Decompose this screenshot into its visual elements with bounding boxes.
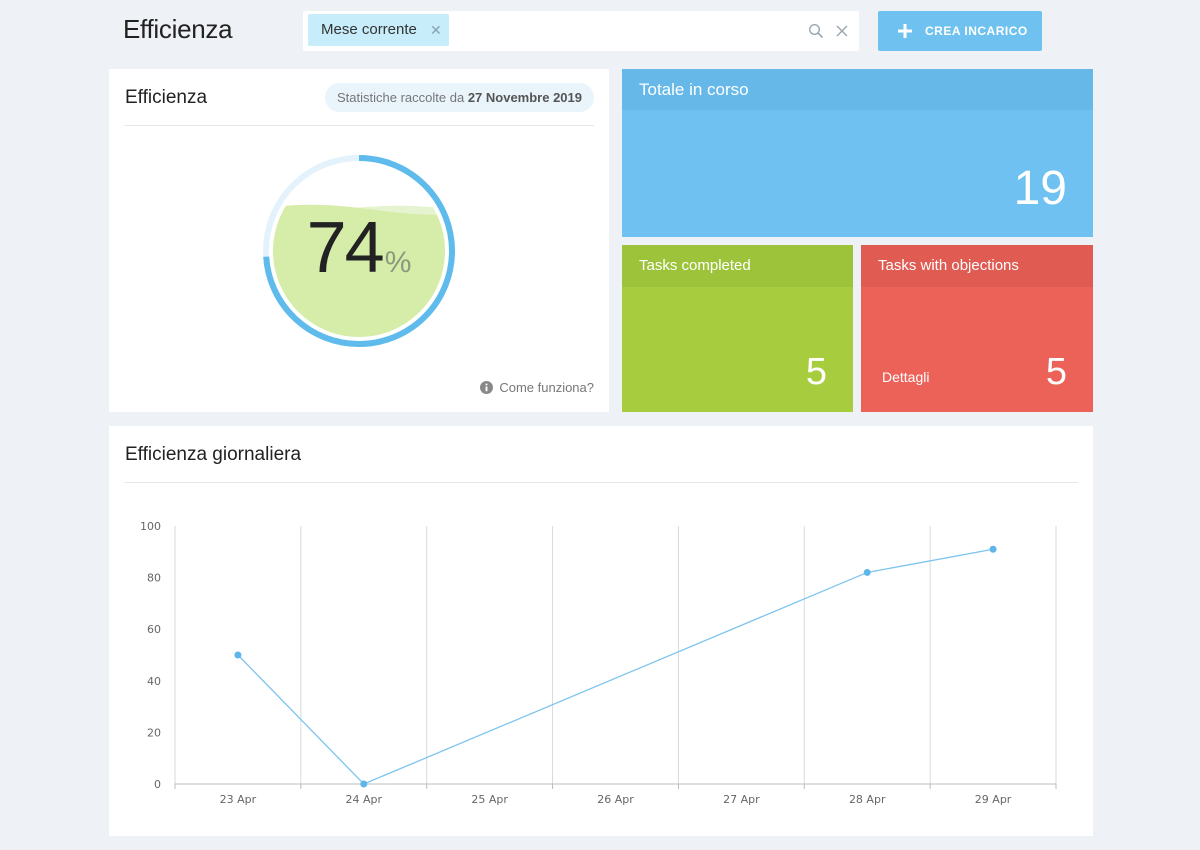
x-tick-label: 24 Apr xyxy=(346,793,383,806)
tasks-objections-tile[interactable]: Tasks with objections Dettagli 5 xyxy=(861,245,1093,412)
y-tick-label: 0 xyxy=(154,778,161,791)
data-point xyxy=(360,780,368,788)
y-tick-label: 80 xyxy=(147,572,161,585)
search-icon[interactable] xyxy=(808,23,824,39)
filter-chip[interactable]: Mese corrente ✕ xyxy=(308,14,449,46)
data-point xyxy=(234,651,242,659)
chip-remove-icon[interactable]: ✕ xyxy=(430,22,442,38)
x-tick-label: 28 Apr xyxy=(849,793,886,806)
data-point xyxy=(863,568,871,576)
x-tick-label: 29 Apr xyxy=(975,793,1012,806)
stats-date: 27 Novembre 2019 xyxy=(467,90,582,105)
plus-icon xyxy=(898,24,912,38)
how-it-works-label: Come funziona? xyxy=(499,380,594,395)
series-line xyxy=(237,548,994,785)
y-tick-label: 40 xyxy=(147,675,161,688)
completed-tile-label: Tasks completed xyxy=(622,245,853,287)
create-task-button[interactable]: CREA INCARICO xyxy=(878,11,1042,51)
divider xyxy=(124,482,1078,483)
x-tick-label: 27 Apr xyxy=(723,793,760,806)
gauge-progress-arc xyxy=(263,155,455,347)
close-icon[interactable] xyxy=(834,23,850,39)
filter-chip-label: Mese corrente xyxy=(321,21,417,38)
objections-tile-value: 5 xyxy=(1045,351,1067,393)
x-tick-label: 25 Apr xyxy=(471,793,508,806)
stats-prefix: Statistiche raccolte da xyxy=(337,90,465,105)
divider xyxy=(124,125,594,126)
daily-efficiency-chart: 0 20 40 60 80 100 23 Apr 24 Apr 25 Apr 26 Apr 27 A… xyxy=(140,520,1057,806)
gauge-wave-fill xyxy=(273,204,445,337)
search-bar[interactable]: Mese corrente ✕ xyxy=(303,11,859,51)
x-tick-label: 26 Apr xyxy=(597,793,634,806)
efficiency-card: Efficienza Statistiche raccolte da 27 No… xyxy=(109,69,609,412)
info-icon xyxy=(480,381,494,394)
stats-date-badge: Statistiche raccolte da 27 Novembre 2019 xyxy=(325,83,594,112)
tasks-completed-tile[interactable]: Tasks completed 5 xyxy=(622,245,853,412)
how-it-works-link[interactable]: Come funziona? xyxy=(480,380,594,395)
y-tick-label: 60 xyxy=(147,623,161,636)
total-tile-label: Totale in corso xyxy=(622,69,1093,110)
objections-tile-label: Tasks with objections xyxy=(861,245,1093,287)
details-link[interactable]: Dettagli xyxy=(882,369,930,385)
x-tick-label: 23 Apr xyxy=(220,793,257,806)
chart-title: Efficienza giornaliera xyxy=(125,444,302,465)
page-title: Efficienza xyxy=(123,14,233,44)
efficiency-gauge xyxy=(263,155,455,347)
data-point xyxy=(989,545,997,553)
daily-efficiency-card: Efficienza giornaliera 0 20 40 60 80 100 23 Ap… xyxy=(109,426,1093,836)
completed-tile-value: 5 xyxy=(805,351,827,393)
y-tick-label: 20 xyxy=(147,726,161,739)
y-tick-label: 100 xyxy=(140,520,161,533)
efficiency-percent: 74% xyxy=(306,208,412,288)
total-in-progress-tile[interactable]: Totale in corso 19 xyxy=(622,69,1093,237)
total-tile-value: 19 xyxy=(1013,162,1067,215)
create-task-label: CREA INCARICO xyxy=(925,24,1028,38)
efficiency-card-title: Efficienza xyxy=(125,87,208,108)
